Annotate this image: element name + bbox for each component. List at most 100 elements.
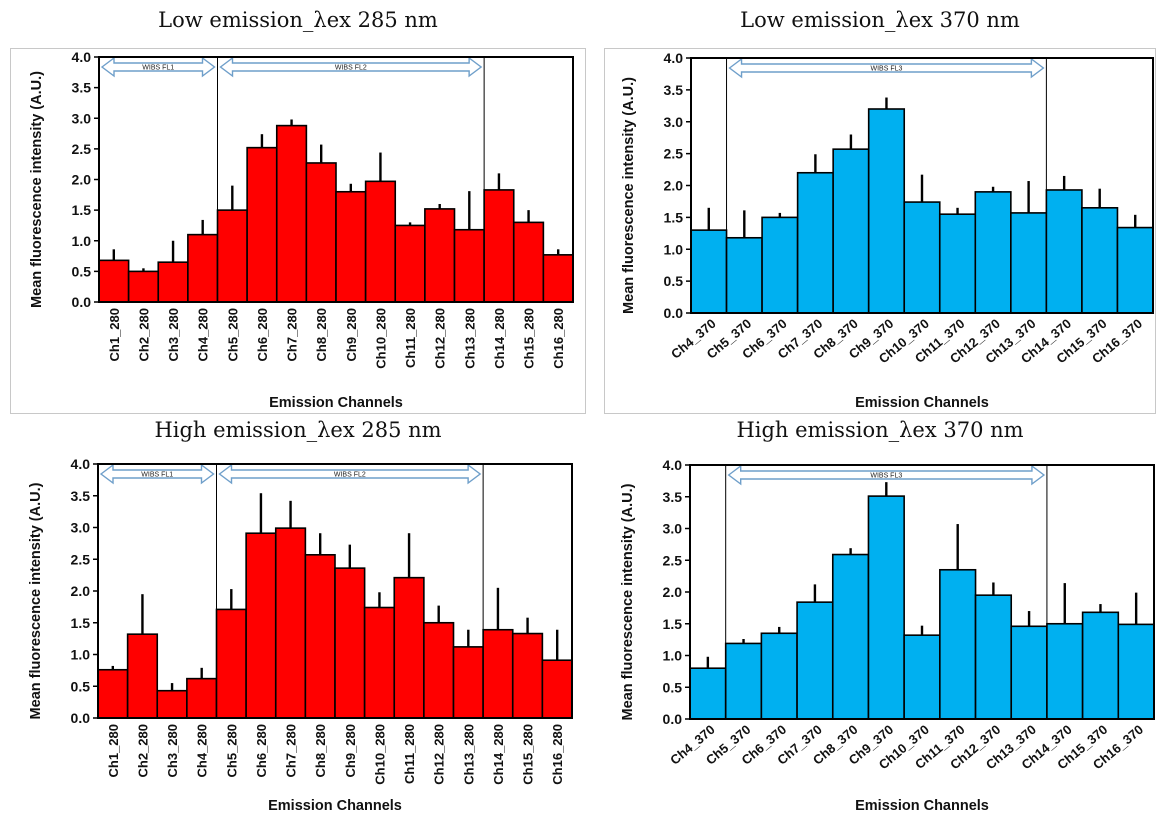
y-tick-label: 2.5	[71, 551, 91, 567]
bar	[541, 659, 573, 719]
chart-frame: 0.0 0.5 1.0 1.5 2.0 2.5 3.0 3.5 4.0 WIBS FL1 WIBS …	[10, 48, 586, 414]
bar	[974, 594, 1013, 720]
bar	[335, 190, 367, 303]
region-label: WIBS FL1	[142, 65, 174, 72]
y-tick-label: 0.5	[72, 263, 92, 279]
bar	[831, 553, 870, 720]
bar	[363, 606, 396, 719]
y-tick-label: 4.0	[72, 49, 92, 65]
chart-frame: 0.0 0.5 1.0 1.5 2.0 2.5 3.0 3.5 4.0 WIBS FL3 Ch4_3…	[604, 48, 1156, 414]
y-tick-label: 3.5	[663, 489, 683, 505]
x-tick-label: Ch8_280	[313, 724, 328, 777]
x-tick-label: Ch5_280	[225, 308, 240, 361]
bar	[97, 668, 129, 719]
y-tick-label: 2.0	[71, 583, 91, 599]
bar	[216, 209, 248, 303]
y-axis-title: Mean fluorescence intensity (A.U.)	[620, 483, 636, 720]
region-arrow	[99, 463, 215, 485]
x-tick-label: Ch10_280	[373, 308, 388, 369]
x-axis-title: Emission Channels	[855, 395, 989, 411]
bar	[867, 108, 906, 314]
y-tick-label: 3.5	[664, 82, 684, 98]
region-arrow	[218, 463, 482, 485]
chart-panel-high-370: High emission_λex 370 nm 0.0 0.5 1.0 1.5 2.0…	[604, 418, 1156, 816]
bar	[127, 270, 160, 303]
x-tick-label: Ch11_280	[403, 308, 418, 368]
y-tick-label: 4.0	[664, 50, 684, 66]
x-axis-title: Emission Channels	[855, 798, 989, 814]
y-tick-label: 2.0	[664, 178, 684, 194]
y-tick-label: 1.5	[71, 615, 91, 631]
x-tick-label: Ch11_280	[402, 724, 417, 784]
y-tick-label: 0.0	[663, 711, 683, 727]
bar	[725, 236, 763, 314]
y-tick-label: 2.0	[663, 584, 683, 600]
bar	[903, 201, 941, 314]
x-tick-label: Ch5_280	[224, 724, 239, 777]
x-tick-label: Ch7_280	[285, 308, 300, 361]
bar	[483, 189, 515, 303]
region-arrow	[100, 56, 216, 78]
chart-panel-high-285: High emission_λex 285 nm 0.0 0.5 1.0 1.5 2.0…	[10, 418, 586, 816]
bar	[394, 224, 426, 303]
bar	[157, 261, 189, 303]
y-tick-label: 2.5	[72, 141, 92, 157]
x-tick-label: Ch6_280	[255, 308, 270, 361]
y-axis-title: Mean fluorescence intensity (A.U.)	[621, 77, 637, 314]
chart-title: Low emission_λex 370 nm	[740, 8, 1020, 32]
bar	[761, 216, 799, 314]
region-label: WIBS FL2	[335, 65, 367, 72]
x-tick-label: Ch10_280	[372, 724, 387, 785]
bar	[1010, 212, 1048, 314]
x-axis-title: Emission Channels	[268, 798, 402, 814]
bar	[215, 608, 247, 719]
x-tick-label: Ch1_280	[106, 724, 121, 777]
y-tick-label: 2.5	[663, 552, 683, 568]
y-tick-label: 0.0	[71, 710, 91, 726]
y-tick-label: 4.0	[71, 456, 91, 472]
bar	[1117, 623, 1155, 720]
bar	[98, 259, 130, 303]
y-tick-label: 3.0	[71, 520, 91, 536]
x-axis-title: Emission Channels	[269, 395, 403, 411]
bar	[274, 527, 307, 719]
bar	[424, 208, 456, 303]
bar	[482, 628, 514, 719]
y-tick-label: 0.5	[71, 678, 91, 694]
y-tick-label: 3.0	[664, 114, 684, 130]
x-tick-label: Ch6_280	[254, 724, 269, 777]
x-tick-label: Ch12_280	[433, 308, 448, 369]
bar	[1046, 622, 1084, 720]
plot-frame	[689, 464, 1155, 720]
region-label: WIBS FL3	[871, 66, 903, 73]
bar	[453, 228, 485, 303]
chart-frame: 0.0 0.5 1.0 1.5 2.0 2.5 3.0 3.5 4.0 WIBS FL1 WIBS …	[10, 456, 586, 816]
bar-chart-high-285: 0.0 0.5 1.0 1.5 2.0 2.5 3.0 3.5 4.0 WIBS FL1 WIBS …	[28, 456, 573, 814]
y-tick-label: 3.0	[663, 521, 683, 537]
x-tick-label: Ch14_280	[491, 724, 506, 785]
bar	[452, 646, 484, 719]
bar	[246, 146, 278, 303]
y-tick-label: 0.0	[72, 294, 92, 310]
bar	[275, 124, 308, 303]
y-tick-label: 0.0	[664, 305, 684, 321]
y-tick-label: 2.0	[72, 172, 92, 188]
x-tick-label: Ch13_280	[462, 308, 477, 369]
chart-title: High emission_λex 370 nm	[736, 418, 1024, 442]
bar	[689, 667, 727, 720]
y-tick-label: 1.0	[72, 233, 92, 249]
bar	[512, 221, 545, 303]
region-arrow	[727, 464, 1046, 486]
x-tick-label: Ch8_280	[314, 308, 329, 361]
region-arrow	[728, 57, 1045, 79]
chart-frame: 0.0 0.5 1.0 1.5 2.0 2.5 3.0 3.5 4.0 WIBS FL3 Ch4_3…	[604, 456, 1156, 816]
x-tick-label: Ch3_280	[166, 308, 181, 361]
bar	[334, 567, 366, 719]
bar	[542, 254, 574, 303]
region-arrow	[219, 56, 483, 78]
y-axis-title: Mean fluorescence intensity (A.U.)	[29, 71, 45, 308]
y-tick-label: 1.5	[72, 202, 92, 218]
region-label: WIBS FL3	[870, 473, 902, 480]
y-tick-label: 4.0	[663, 457, 683, 473]
bar	[423, 621, 455, 719]
